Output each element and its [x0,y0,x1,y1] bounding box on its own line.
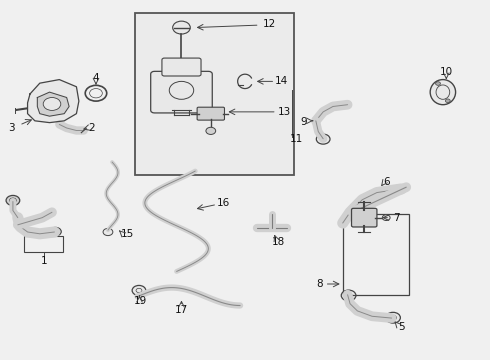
Circle shape [206,127,216,134]
Text: 3: 3 [8,123,15,133]
Text: 14: 14 [275,76,288,86]
FancyBboxPatch shape [197,107,224,120]
Text: 6: 6 [383,177,390,187]
FancyBboxPatch shape [151,71,212,113]
Circle shape [445,99,450,103]
Circle shape [172,21,190,34]
Text: 12: 12 [263,19,276,29]
Text: 19: 19 [133,296,147,306]
Circle shape [436,82,441,85]
Text: 13: 13 [277,107,291,117]
Text: 7: 7 [393,213,400,222]
Text: 9: 9 [300,117,307,127]
Text: 16: 16 [217,198,230,208]
Circle shape [386,312,400,323]
Text: 8: 8 [316,279,322,289]
Polygon shape [37,92,69,116]
Text: 2: 2 [88,123,95,133]
Text: 1: 1 [40,256,47,266]
Bar [343,214,409,295]
FancyBboxPatch shape [351,208,377,227]
Circle shape [43,98,61,111]
Text: 5: 5 [398,322,405,332]
Bar [24,235,63,252]
Polygon shape [27,80,79,123]
Circle shape [49,227,61,236]
FancyBboxPatch shape [162,58,201,76]
Text: 18: 18 [271,237,285,247]
Text: 11: 11 [290,134,303,144]
Circle shape [382,215,390,221]
Ellipse shape [430,80,456,105]
Text: 17: 17 [175,305,188,315]
Circle shape [103,228,113,235]
Circle shape [132,285,146,296]
Text: 4: 4 [93,73,99,83]
Circle shape [341,290,356,301]
Circle shape [317,134,330,144]
Text: 10: 10 [440,67,453,77]
Circle shape [6,195,20,206]
FancyBboxPatch shape [135,13,294,175]
Text: 15: 15 [121,229,134,239]
